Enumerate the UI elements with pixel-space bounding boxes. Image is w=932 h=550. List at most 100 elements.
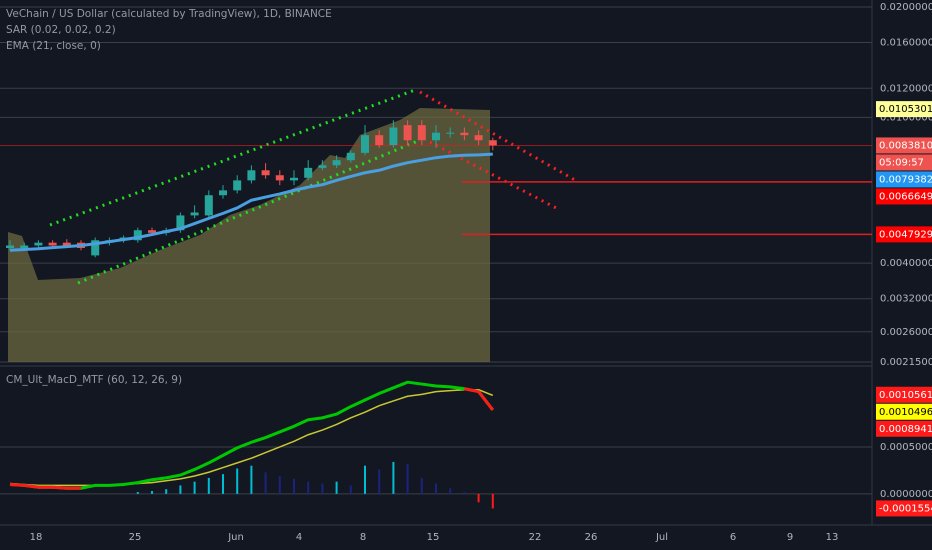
candle-body [6, 245, 14, 249]
histogram-bar [420, 477, 423, 494]
x-tick-label: 9 [787, 532, 793, 543]
candle-body [304, 167, 313, 178]
histogram-bar [165, 489, 168, 494]
histogram-bar [207, 477, 210, 494]
candle-body [133, 230, 142, 241]
price-badge [876, 171, 932, 188]
price-badge [876, 226, 932, 243]
price-badge [876, 188, 932, 205]
price-badge-label: 0.00104964 [879, 407, 932, 418]
macd-cross-segment [464, 387, 479, 394]
candle-body [34, 242, 43, 246]
candle-body [474, 135, 483, 141]
x-tick-label: Jun [227, 532, 244, 543]
candle-body [332, 160, 341, 166]
histogram-bar [179, 485, 182, 494]
candle-body [375, 135, 384, 146]
price-badge-label: 0.00838105 [879, 140, 932, 151]
histogram-bar [321, 483, 324, 494]
histogram-bar [236, 468, 239, 494]
histogram-bar [378, 469, 381, 494]
histogram-bar [335, 481, 338, 494]
histogram-bar [349, 485, 352, 494]
histogram-bar [278, 476, 281, 494]
candle-body [275, 175, 284, 181]
candle-body [261, 170, 270, 176]
countdown-badge [876, 154, 932, 171]
x-tick-label: 6 [730, 532, 736, 543]
price-badge-label: 0.00479296 [879, 229, 932, 240]
candle-body [346, 152, 355, 161]
candle-body [233, 180, 242, 191]
macd-cross-segment [52, 485, 67, 490]
x-tick-label: Jul [655, 532, 668, 543]
candle-body [219, 190, 227, 196]
x-tick-label: 13 [826, 532, 839, 543]
candle-body [460, 132, 469, 136]
indicator-label: EMA (21, close, 0) [6, 40, 101, 52]
candle-body [446, 132, 455, 134]
candle-body [318, 165, 327, 168]
candle-body [176, 215, 185, 231]
candle-body [432, 132, 440, 141]
histogram-bar [406, 463, 409, 494]
price-badge [876, 137, 932, 154]
histogram-bar [151, 491, 153, 494]
histogram-bar [293, 478, 295, 494]
price-badge-label: 0.01053017 [879, 104, 932, 115]
trend-dots [77, 138, 421, 285]
macd-cross-segment [9, 482, 25, 487]
candle-body [148, 230, 156, 233]
price-badge-label: 0.00105617 [879, 390, 932, 401]
candle-body [48, 242, 57, 246]
price-badge [876, 403, 932, 420]
macd-cross-segment [477, 390, 494, 411]
histogram-bar [463, 491, 466, 494]
x-tick-label: 18 [30, 532, 43, 543]
candle-body [91, 240, 100, 256]
price-badge [876, 101, 932, 118]
histogram-bar [307, 481, 310, 494]
histogram-bar [136, 491, 139, 494]
price-badge-label: -0.00015546 [879, 503, 932, 514]
histogram-bar [392, 461, 395, 494]
histogram-bar [491, 493, 494, 509]
x-tick-label: 22 [529, 532, 542, 543]
histogram-bar [435, 483, 437, 494]
histogram-bar [264, 472, 267, 494]
candle-body [389, 127, 398, 146]
symbol-title: VeChain / US Dollar (calculated by Tradi… [6, 8, 332, 20]
x-tick-label: 26 [585, 532, 598, 543]
histogram-bar [477, 493, 480, 503]
histogram-bar [193, 481, 196, 494]
trend-dots [49, 88, 416, 227]
candle-body [62, 242, 71, 246]
x-tick-label: 15 [427, 532, 440, 543]
candle-body [20, 245, 29, 249]
candle-body [361, 135, 369, 153]
x-tick-label: 8 [360, 532, 366, 543]
price-badge [876, 500, 932, 517]
histogram-bar [449, 488, 452, 494]
trend-dots [419, 90, 576, 182]
candle-body [403, 125, 412, 141]
y-tick-label: 0.00215000 [880, 357, 932, 368]
price-badge [876, 386, 932, 403]
price-badge-label: 0.00793828 [879, 174, 932, 185]
macd-cross-segment [24, 483, 39, 489]
candle-body [204, 195, 213, 216]
candle-body [190, 212, 199, 216]
candle-body [290, 177, 298, 181]
countdown-label: 05:09:57 [879, 157, 924, 168]
